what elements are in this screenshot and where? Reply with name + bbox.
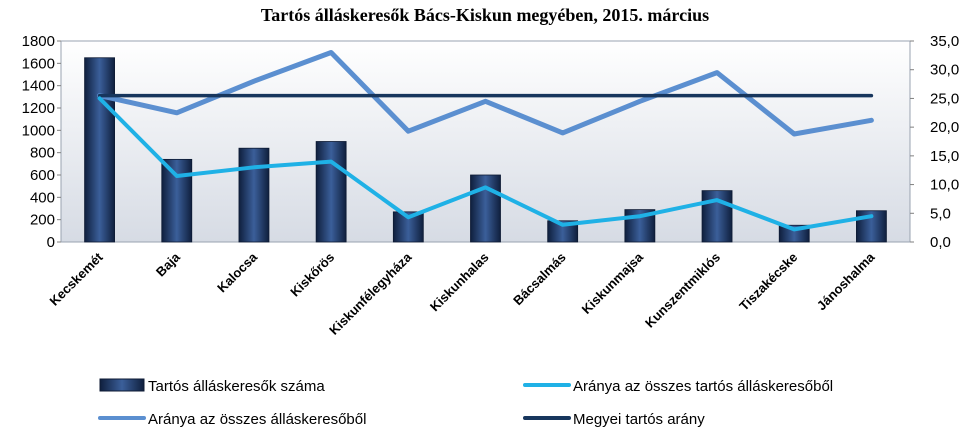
legend-label: Megyei tartós arány	[573, 411, 705, 428]
left-axis-tick-label: 1200	[22, 100, 55, 117]
category-label: Bácsalmás	[510, 250, 569, 309]
category-label: Kecskemét	[47, 249, 107, 309]
category-labels: Kecskemét Baja Kalocsa KiskőrösKiskunfélegy…	[47, 249, 879, 338]
series-line	[97, 96, 874, 232]
right-axis-tick-label: 25,0	[930, 90, 959, 107]
legend-label: Tartós álláskeresők száma	[148, 378, 325, 395]
right-axis-tick-label: 5,0	[930, 205, 951, 222]
legend-label: Aránya az összes tartós álláskeresőből	[573, 378, 833, 395]
right-axis-tick-label: 15,0	[930, 148, 959, 165]
category-label: Kiskőrös	[287, 250, 337, 300]
left-axis-tick-label: 1400	[22, 78, 55, 95]
line-series	[97, 50, 874, 232]
bar	[547, 220, 579, 243]
category-label: Kiskunfélegyháza	[326, 249, 415, 338]
right-axis-tick-label: 35,0	[930, 33, 959, 50]
right-axis: 0,0 5,0 10,0 15,0 20,0 25,0 30,0 35,0	[910, 33, 959, 251]
left-axis-tick-label: 0	[47, 234, 55, 251]
legend: Tartós álláskeresők száma Aránya az össze…	[98, 378, 833, 428]
left-axis: 0 200 400 600 800 1000 1200 1400 1600 1800	[22, 33, 61, 251]
right-axis-tick-label: 20,0	[930, 119, 959, 136]
right-axis-tick-label: 0,0	[930, 234, 951, 251]
bar	[161, 158, 193, 243]
bar	[84, 57, 115, 243]
series-line	[97, 50, 874, 137]
category-label: Kiskunhalas	[427, 250, 492, 315]
left-axis-tick-label: 600	[30, 167, 55, 184]
right-axis-tick-label: 10,0	[930, 177, 959, 194]
left-axis-tick-label: 400	[30, 189, 55, 206]
category-label: Kalocsa	[214, 249, 260, 295]
left-axis-tick-label: 1800	[22, 33, 55, 50]
category-label: Kiskunmajsa	[579, 249, 647, 317]
legend-label: Aránya az összes álláskeresőből	[148, 411, 366, 428]
category-label: Tiszakécske	[736, 250, 800, 314]
bar	[238, 147, 270, 243]
right-axis-tick-label: 30,0	[930, 62, 959, 79]
left-axis-tick-label: 1600	[22, 55, 55, 72]
category-label: Kunszentmiklós	[642, 250, 723, 331]
left-axis-tick-label: 1000	[22, 122, 55, 139]
category-label: Baja	[153, 249, 184, 280]
chart-title: Tartós álláskeresők Bács-Kiskun megyében…	[261, 5, 709, 25]
legend-swatch	[99, 378, 145, 392]
bar	[470, 174, 501, 243]
bar	[315, 141, 347, 243]
left-axis-tick-label: 800	[30, 145, 55, 162]
category-label: Jánoshalma	[814, 249, 878, 313]
left-axis-tick-label: 200	[30, 212, 55, 229]
